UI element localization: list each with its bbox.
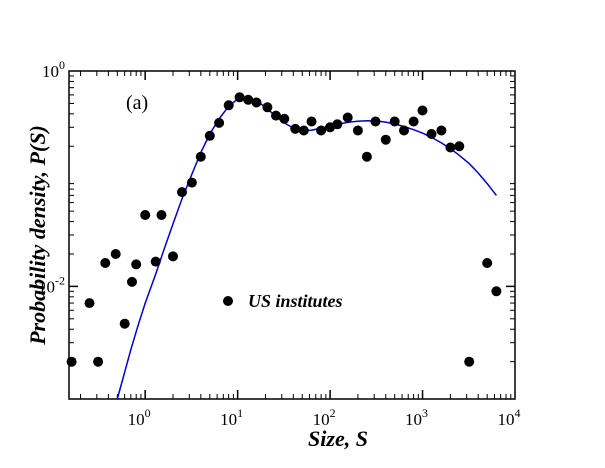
y-tick-label: 10-2 (38, 273, 65, 296)
data-point (454, 141, 465, 152)
data-point (195, 151, 206, 162)
x-tick-label: 104 (498, 406, 521, 429)
data-point (380, 134, 391, 145)
x-axis-title: Size, S (308, 426, 368, 451)
data-point (417, 105, 428, 116)
plot-frame (68, 70, 516, 400)
data-point (332, 119, 343, 130)
data-point (100, 258, 111, 268)
x-tick-label: 102 (313, 406, 336, 429)
y-tick-label: 100 (42, 58, 65, 81)
data-point (223, 100, 234, 111)
data-point (408, 116, 419, 127)
data-point (298, 125, 309, 136)
axis-ticks: 100 101 102 103 104 10-2 100 (38, 58, 521, 429)
data-point (436, 125, 447, 136)
data-point (279, 113, 290, 124)
data-point (251, 97, 262, 108)
data-point (119, 318, 130, 329)
data-point (290, 123, 301, 134)
y-axis-title: Probability density, P(S) (25, 125, 50, 346)
data-point (127, 276, 137, 287)
data-point (84, 298, 95, 309)
data-point (342, 112, 353, 123)
data-point (66, 356, 77, 367)
data-point (131, 259, 142, 270)
data-point (243, 94, 254, 105)
x-tick-label: 101 (220, 406, 243, 429)
x-tick-label: 103 (405, 406, 428, 429)
data-point (306, 116, 317, 127)
data-point (110, 249, 121, 259)
data-points (66, 92, 502, 367)
data-point (234, 92, 245, 103)
data-point (361, 151, 372, 162)
data-point (482, 258, 493, 268)
data-point (491, 286, 502, 297)
data-point (177, 187, 187, 198)
data-point (140, 210, 151, 220)
data-point (445, 142, 456, 153)
data-point (352, 125, 363, 136)
fit-curve (116, 96, 497, 400)
data-point (389, 116, 400, 127)
data-point (399, 125, 409, 136)
data-point (464, 356, 475, 367)
legend-marker (223, 296, 233, 306)
data-point (426, 129, 437, 139)
data-point (168, 251, 178, 262)
data-point (93, 356, 104, 367)
x-tick-label: 100 (128, 406, 151, 429)
legend-label: US institutes (248, 291, 343, 311)
data-point (204, 130, 215, 141)
data-point (316, 125, 327, 136)
data-point (186, 177, 197, 188)
data-point (370, 116, 381, 127)
data-point (271, 110, 281, 121)
data-point (214, 117, 225, 128)
panel-label: (a) (126, 92, 148, 114)
data-point (262, 102, 273, 113)
data-point (150, 256, 161, 267)
data-point (156, 210, 167, 220)
